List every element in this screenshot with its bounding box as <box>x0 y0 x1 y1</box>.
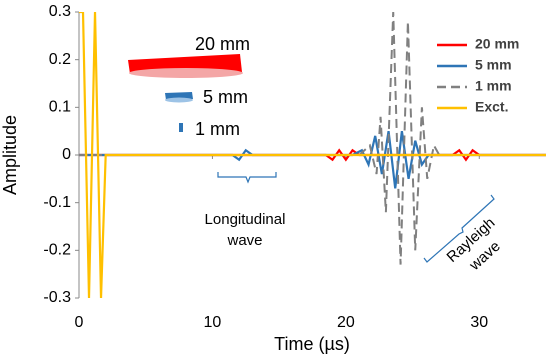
y-tick-label: -0.1 <box>43 194 71 211</box>
legend-label: 1 mm <box>475 78 512 94</box>
annotation: 20 mm <box>195 34 250 54</box>
y-tick-label: -0.2 <box>43 242 71 259</box>
y-tick-label: 0.3 <box>49 3 71 20</box>
legend-label: Exct. <box>475 99 508 115</box>
x-tick-label: 10 <box>204 314 222 331</box>
y-tick-label: -0.3 <box>43 289 71 306</box>
series-line <box>79 130 546 189</box>
legend-label: 20 mm <box>475 36 519 52</box>
annotation: Longitudinal <box>205 211 286 228</box>
legend-label: 5 mm <box>475 57 512 73</box>
series-line <box>79 12 546 265</box>
annotation: 1 mm <box>195 119 240 139</box>
series-line <box>79 12 546 298</box>
y-tick-label: 0 <box>62 146 71 163</box>
y-tick-label: 0.1 <box>49 99 71 116</box>
y-axis-label: Amplitude <box>0 115 20 195</box>
annotation: wave <box>226 232 262 249</box>
annotation: 5 mm <box>203 87 248 107</box>
x-tick-label: 30 <box>470 314 488 331</box>
y-tick-label: 0.2 <box>49 51 71 68</box>
x-tick-label: 0 <box>75 314 84 331</box>
x-tick-label: 20 <box>337 314 355 331</box>
specimen-sketches <box>128 54 243 132</box>
x-axis-label: Time (µs) <box>274 334 350 354</box>
plot-lines <box>79 12 546 298</box>
braces <box>217 172 495 263</box>
